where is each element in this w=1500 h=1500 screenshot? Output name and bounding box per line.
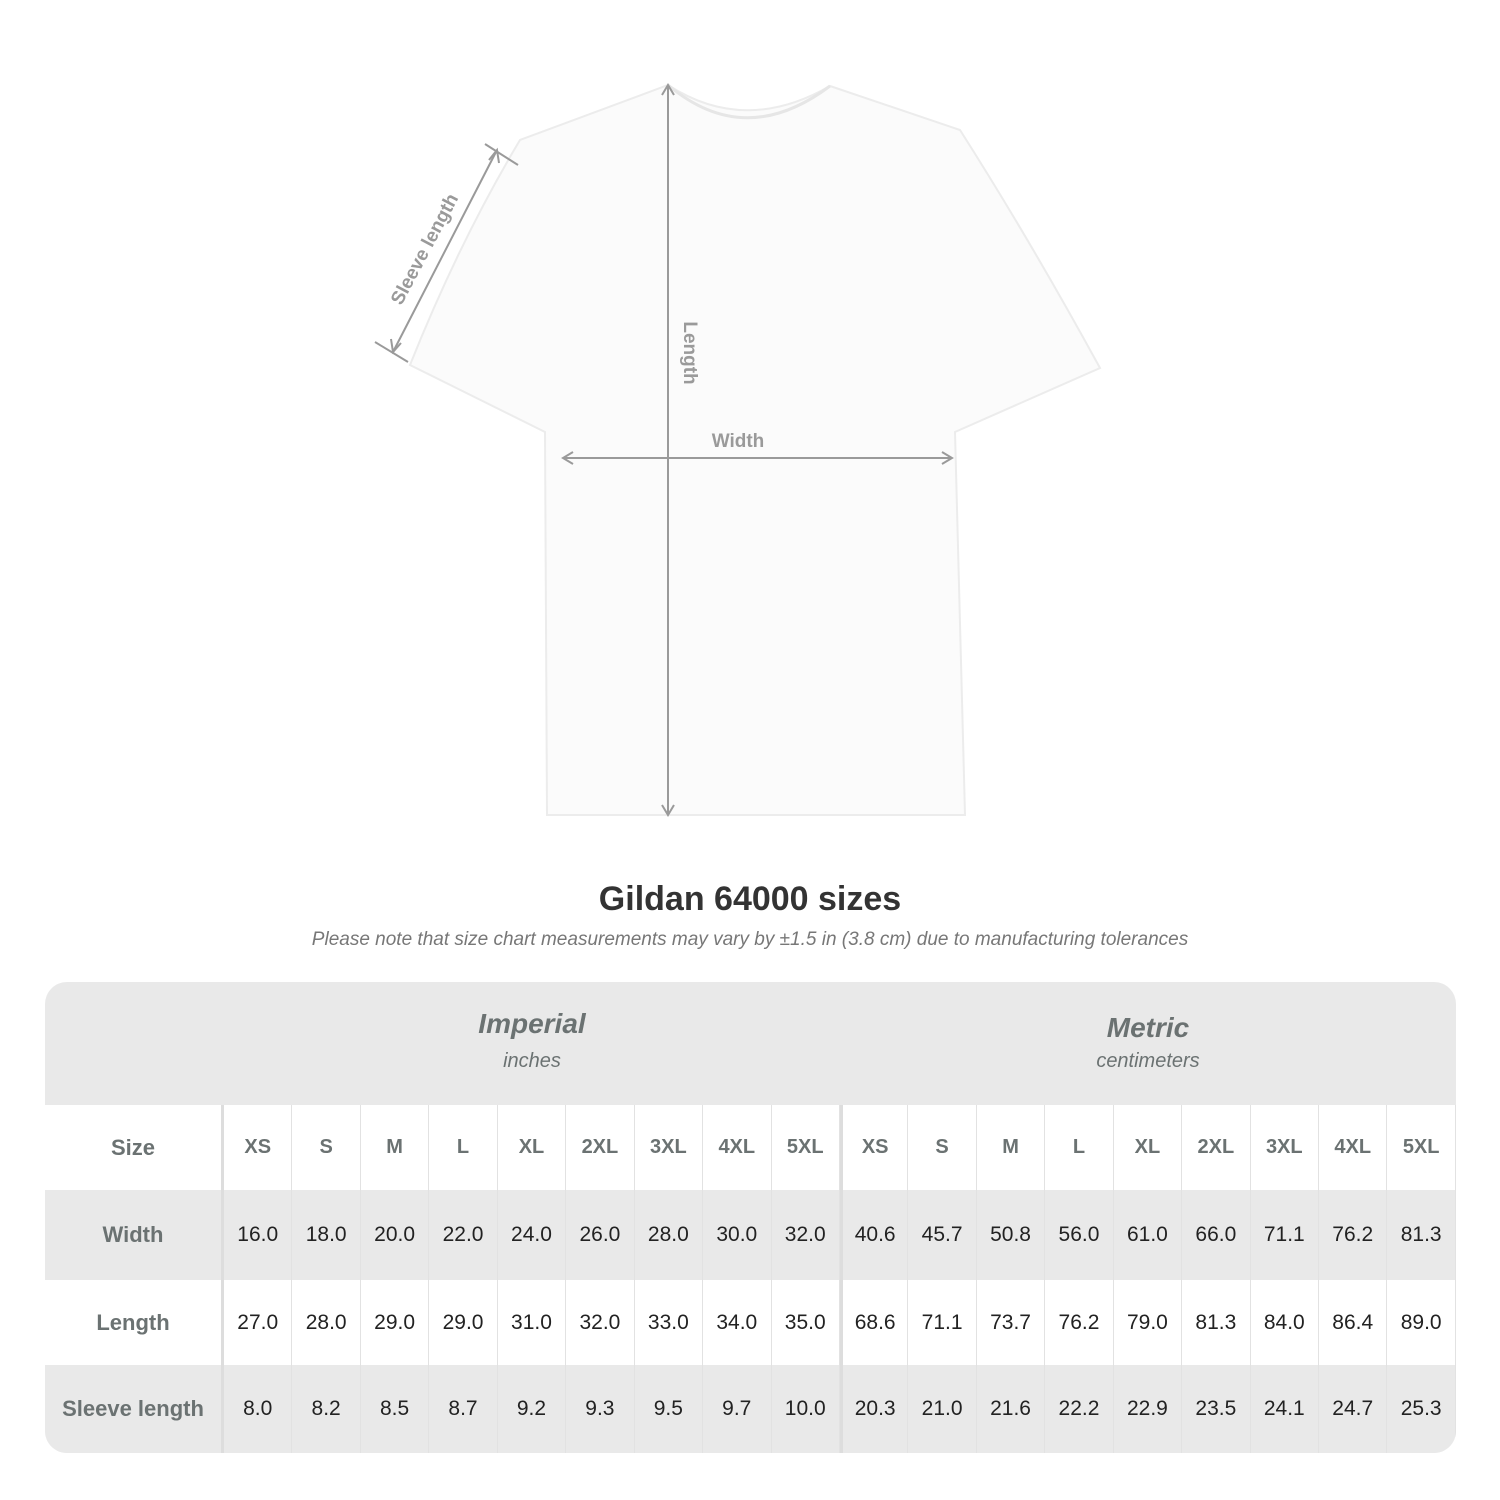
size-header-cell: 5XL [772, 1105, 840, 1190]
table-cell: 22.2 [1045, 1365, 1114, 1453]
size-header-cell: XS [839, 1105, 909, 1190]
table-cell: 86.4 [1319, 1280, 1388, 1365]
size-header-cell: 4XL [703, 1105, 772, 1190]
table-cell: 8.5 [361, 1365, 430, 1453]
table-row: Width 16.0 18.0 20.0 22.0 24.0 26.0 28.0 30.0 32.… [45, 1190, 1456, 1280]
size-header-cell: XS [224, 1105, 293, 1190]
size-header-cell: M [361, 1105, 430, 1190]
imperial-title: Imperial [478, 1008, 586, 1039]
page-title: Gildan 64000 sizes [598, 880, 902, 918]
imperial-header: Imperial inches [224, 1008, 840, 1131]
table-cell: 35.0 [772, 1280, 840, 1365]
table-cell: 8.2 [292, 1365, 361, 1453]
row-label: Length [45, 1280, 224, 1365]
size-header-cell: 2XL [1182, 1105, 1251, 1190]
table-cell: 24.7 [1319, 1365, 1388, 1453]
table-cell: 21.0 [908, 1365, 977, 1453]
table-cell: 73.7 [977, 1280, 1046, 1365]
table-cell: 21.6 [977, 1365, 1046, 1453]
table-cell: 71.1 [908, 1280, 977, 1365]
tshirt-shape [408, 83, 1102, 816]
table-cell: 8.7 [429, 1365, 498, 1453]
table-cell: 32.0 [772, 1190, 840, 1280]
measurement-arrows [374, 83, 954, 817]
table-cell: 20.0 [361, 1190, 430, 1280]
table-cell: 32.0 [566, 1280, 635, 1365]
table-cell: 56.0 [1045, 1190, 1114, 1280]
table-cell: 61.0 [1114, 1190, 1183, 1280]
row-label: Sleeve length [45, 1365, 224, 1453]
table-cell: 84.0 [1251, 1280, 1319, 1365]
table-cell: 34.0 [703, 1280, 772, 1365]
table-cell: 10.0 [772, 1365, 840, 1453]
table-cell: 9.7 [703, 1365, 772, 1453]
metric-unit: centimeters [1096, 1050, 1200, 1072]
table-cell: 45.7 [908, 1190, 977, 1280]
table-cell: 76.2 [1045, 1280, 1114, 1365]
table-cell: 27.0 [224, 1280, 293, 1365]
table-cell: 9.5 [635, 1365, 704, 1453]
table-cell: 29.0 [429, 1280, 498, 1365]
imperial-unit: inches [503, 1050, 561, 1072]
sleeve-arrow [392, 149, 498, 353]
size-header-row: Size XS S M L XL 2XL 3XL 4XL 5XL XS S M L XL 2XL 3XL 4XL 5… [45, 1105, 1456, 1190]
table-cell: 24.0 [498, 1190, 567, 1280]
width-label: Width [712, 431, 765, 452]
table-row: Sleeve length 8.0 8.2 8.5 8.7 9.2 9.3 9.5 9.7 10.… [45, 1365, 1456, 1453]
table-cell: 9.2 [498, 1365, 567, 1453]
table-cell: 66.0 [1182, 1190, 1251, 1280]
table-cell: 23.5 [1182, 1365, 1251, 1453]
table-cell: 28.0 [635, 1190, 704, 1280]
table-cell: 16.0 [224, 1190, 293, 1280]
table-cell: 40.6 [839, 1190, 909, 1280]
table-cell: 26.0 [566, 1190, 635, 1280]
size-header-cell: M [977, 1105, 1046, 1190]
table-cell: 18.0 [292, 1190, 361, 1280]
table-cell: 22.9 [1114, 1365, 1183, 1453]
size-header-cell: S [292, 1105, 361, 1190]
metric-title: Metric [1106, 1012, 1190, 1043]
size-header-cell: L [1045, 1105, 1114, 1190]
table-cell: 50.8 [977, 1190, 1046, 1280]
metric-header: Metric centimeters [840, 1012, 1456, 1135]
size-table: Imperial inches Metric centimeters Size X… [45, 982, 1456, 1453]
neckline [667, 83, 831, 120]
table-cell: 33.0 [635, 1280, 704, 1365]
table-cell: 89.0 [1387, 1280, 1456, 1365]
row-label: Width [45, 1190, 224, 1280]
length-label: Length [679, 321, 700, 384]
table-cell: 25.3 [1387, 1365, 1456, 1453]
size-header-cell: 4XL [1319, 1105, 1388, 1190]
size-header-cell: 5XL [1387, 1105, 1456, 1190]
table-cell: 71.1 [1251, 1190, 1319, 1280]
table-cell: 79.0 [1114, 1280, 1183, 1365]
table-cell: 20.3 [839, 1365, 909, 1453]
table-cell: 31.0 [498, 1280, 567, 1365]
table-cell: 8.0 [224, 1365, 293, 1453]
size-header-cell: 3XL [1251, 1105, 1319, 1190]
tolerance-note: Please note that size chart measurements… [311, 929, 1189, 950]
table-cell: 9.3 [566, 1365, 635, 1453]
row-label: Size [45, 1105, 224, 1190]
size-header-cell: S [908, 1105, 977, 1190]
size-header-cell: 2XL [566, 1105, 635, 1190]
table-cell: 24.1 [1251, 1365, 1319, 1453]
table-cell: 81.3 [1387, 1190, 1456, 1280]
size-header-cell: XL [498, 1105, 567, 1190]
size-header-cell: XL [1114, 1105, 1183, 1190]
table-cell: 81.3 [1182, 1280, 1251, 1365]
table-cell: 68.6 [839, 1280, 909, 1365]
table-cell: 28.0 [292, 1280, 361, 1365]
tshirt-diagram: Sleeve length Length Width [374, 83, 1102, 817]
table-row: Length 27.0 28.0 29.0 29.0 31.0 32.0 33.0 34.0 35… [45, 1280, 1456, 1365]
size-header-cell: L [429, 1105, 498, 1190]
table-cell: 76.2 [1319, 1190, 1388, 1280]
table-cell: 29.0 [361, 1280, 430, 1365]
table-cell: 30.0 [703, 1190, 772, 1280]
table-cell: 22.0 [429, 1190, 498, 1280]
size-header-cell: 3XL [635, 1105, 704, 1190]
